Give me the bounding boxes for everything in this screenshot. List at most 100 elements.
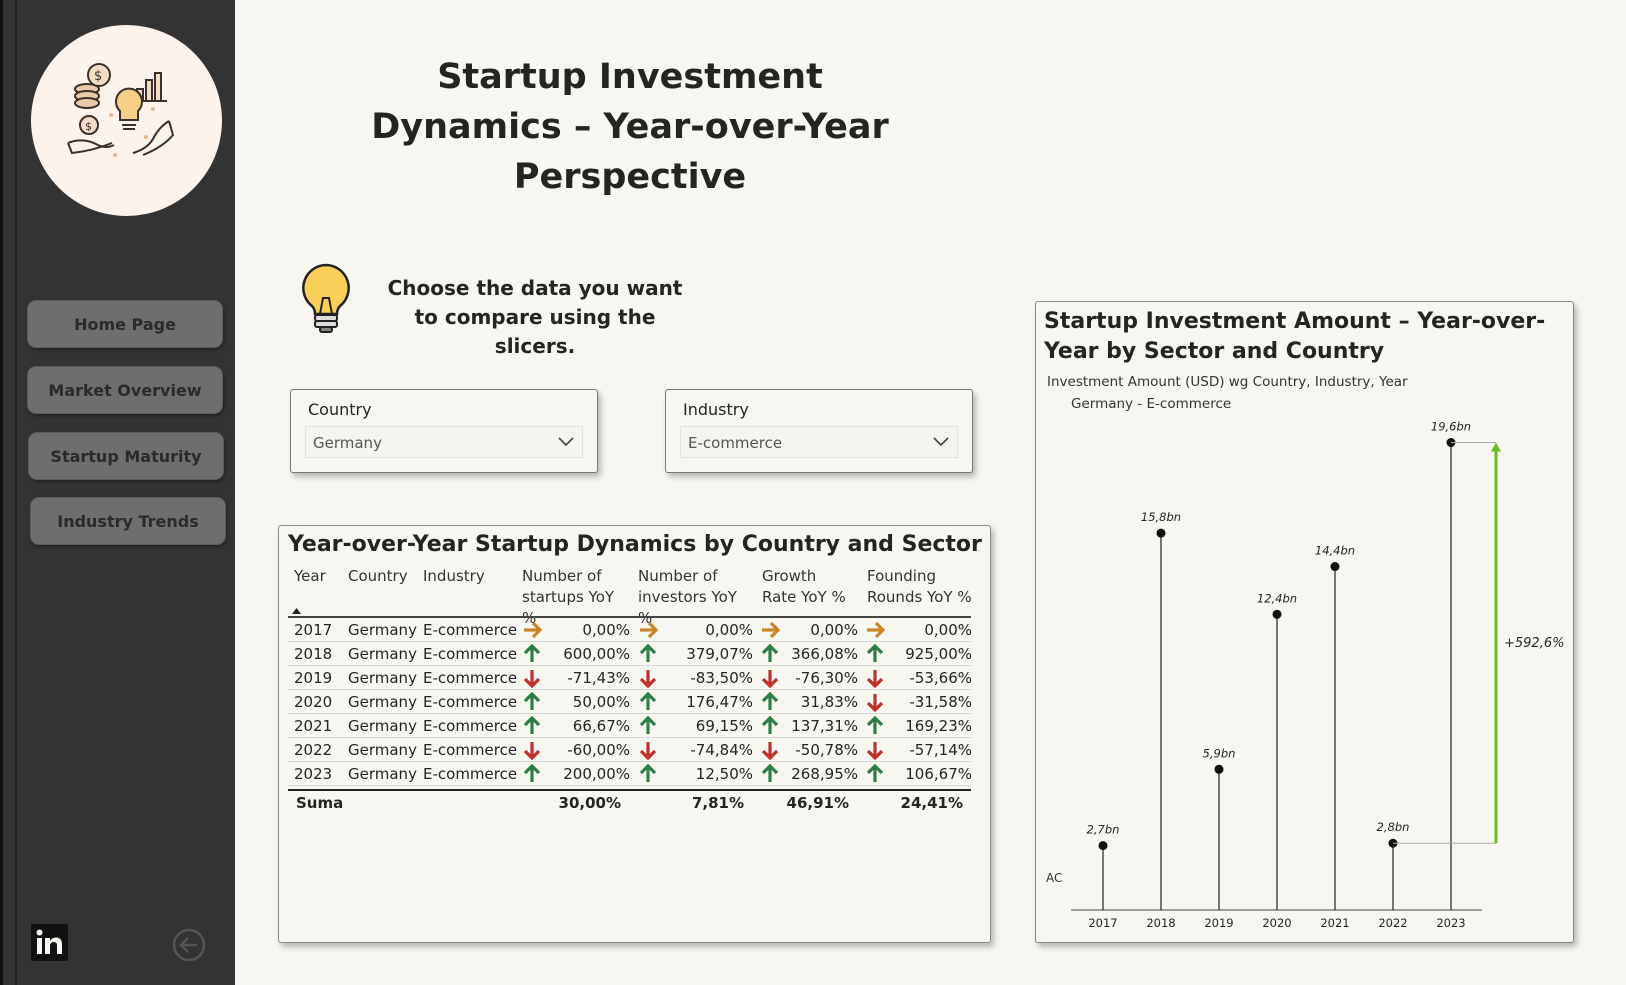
cell-year: 2020: [294, 693, 333, 711]
svg-text:$: $: [94, 69, 102, 84]
back-arrow-icon[interactable]: [171, 927, 207, 963]
col-header-country[interactable]: Country: [348, 567, 408, 585]
sort-ascending-icon[interactable]: [292, 608, 301, 614]
startups-up-arrow-icon: [523, 716, 541, 734]
data-label-2019: 5,9bn: [1203, 746, 1236, 760]
cell-startups-yoy: 50,00%: [572, 693, 630, 711]
col-header-rounds-yoy[interactable]: Founding Rounds YoY %: [867, 567, 972, 606]
country-dropdown-value: Germany: [313, 434, 382, 452]
cell-year: 2023: [294, 765, 333, 783]
table-row[interactable]: 2019 Germany E-commerce -71,43% -83,50% -76,3…: [288, 666, 972, 690]
investors-up-arrow-icon: [639, 764, 657, 782]
sidebar: $ $ Home Page Market Overview Startup Ma…: [0, 0, 235, 985]
growth-down-arrow-icon: [761, 670, 779, 688]
cell-growth-yoy: 31,83%: [800, 693, 858, 711]
cell-industry: E-commerce: [423, 669, 518, 687]
cell-country: Germany: [348, 765, 417, 783]
col-header-growth-yoy[interactable]: Growth Rate YoY %: [762, 567, 846, 606]
data-label-2021: 14,4bn: [1315, 544, 1355, 558]
cell-growth-yoy: 366,08%: [791, 645, 858, 663]
industry-slicer: Industry E-commerce: [665, 389, 973, 473]
col-header-industry[interactable]: Industry: [423, 567, 485, 585]
cell-country: Germany: [348, 669, 417, 687]
cell-investors-yoy: 176,47%: [686, 693, 753, 711]
data-label-2017: 2,7bn: [1087, 823, 1120, 837]
col-header-investors-yoy[interactable]: Number of investors YoY %: [638, 567, 737, 627]
linkedin-icon[interactable]: [31, 924, 68, 961]
cell-country: Germany: [348, 741, 417, 759]
cell-growth-yoy: -76,30%: [795, 669, 858, 687]
cell-growth-yoy: 268,95%: [791, 765, 858, 783]
cell-industry: E-commerce: [423, 717, 518, 735]
nav-home-page-button[interactable]: Home Page: [27, 300, 223, 348]
cell-startups-yoy: -71,43%: [567, 669, 630, 687]
startups-down-arrow-icon: [523, 742, 541, 760]
table-row[interactable]: 2021 Germany E-commerce 66,67% 69,15% 137,31%…: [288, 714, 972, 738]
cell-investors-yoy: 12,50%: [695, 765, 753, 783]
table-row[interactable]: 2017 Germany E-commerce 0,00% 0,00% 0,00% 0,00…: [288, 618, 972, 642]
nav-industry-trends-button[interactable]: Industry Trends: [30, 497, 226, 545]
cell-country: Germany: [348, 693, 417, 711]
table-row[interactable]: 2023 Germany E-commerce 200,00% 12,50% 268,95…: [288, 762, 972, 786]
cell-investors-yoy: -83,50%: [690, 669, 753, 687]
cell-growth-yoy: -50,78%: [795, 741, 858, 759]
cell-investors-yoy: -74,84%: [690, 741, 753, 759]
cell-investors-yoy: 379,07%: [686, 645, 753, 663]
data-label-2020: 12,4bn: [1257, 591, 1297, 605]
cell-country: Germany: [348, 717, 417, 735]
startups-up-arrow-icon: [523, 764, 541, 782]
country-dropdown[interactable]: Germany: [305, 426, 583, 458]
table-title: Year-over-Year Startup Dynamics by Count…: [288, 532, 982, 557]
rounds-up-arrow-icon: [866, 644, 884, 662]
total-growth: 46,91%: [786, 794, 849, 812]
cell-rounds-yoy: -53,66%: [909, 669, 972, 687]
cell-year: 2021: [294, 717, 333, 735]
svg-text:$: $: [85, 120, 92, 133]
rounds-down-arrow-icon: [866, 694, 884, 712]
tick-label-2020: 2020: [1262, 916, 1291, 930]
growth-up-arrow-icon: [761, 644, 779, 662]
growth-up-arrow-icon: [761, 716, 779, 734]
tick-label-2017: 2017: [1088, 916, 1117, 930]
nav-home-page-label: Home Page: [74, 314, 176, 334]
cell-rounds-yoy: 925,00%: [905, 645, 972, 663]
cell-year: 2017: [294, 621, 333, 639]
y-axis-label: AC: [1046, 871, 1062, 885]
cell-rounds-yoy: 106,67%: [905, 765, 972, 783]
table-row[interactable]: 2018 Germany E-commerce 600,00% 379,07% 366,0…: [288, 642, 972, 666]
nav-industry-trends-label: Industry Trends: [57, 511, 199, 531]
cell-country: Germany: [348, 645, 417, 663]
chevron-down-icon: [933, 437, 949, 447]
col-header-startups-yoy[interactable]: Number of startups YoY %: [522, 567, 615, 627]
investors-up-arrow-icon: [639, 716, 657, 734]
country-slicer: Country Germany: [290, 389, 598, 473]
cell-industry: E-commerce: [423, 765, 518, 783]
data-label-2023: 19,6bn: [1431, 420, 1471, 434]
cell-startups-yoy: 200,00%: [563, 765, 630, 783]
industry-dropdown[interactable]: E-commerce: [680, 426, 958, 458]
rounds-up-arrow-icon: [866, 764, 884, 782]
table-row[interactable]: 2022 Germany E-commerce -60,00% -74,84% -50,7…: [288, 738, 972, 762]
nav-market-overview-button[interactable]: Market Overview: [27, 366, 223, 414]
finance-logo: $ $: [31, 25, 222, 216]
cell-year: 2019: [294, 669, 333, 687]
lollipop-chart: AC 2,7bn 2017 15,8bn 2018 5,9bn 2019 12,4bn 2020…: [1046, 420, 1564, 930]
cell-growth-yoy: 137,31%: [791, 717, 858, 735]
table-row[interactable]: 2020 Germany E-commerce 50,00% 176,47% 31,83%…: [288, 690, 972, 714]
total-startups: 30,00%: [558, 794, 621, 812]
investors-down-arrow-icon: [639, 670, 657, 688]
slicer-hint-text: Choose the data you want to compare usin…: [387, 276, 683, 358]
col-header-year[interactable]: Year: [294, 567, 326, 585]
tick-label-2019: 2019: [1204, 916, 1233, 930]
tick-label-2022: 2022: [1378, 916, 1407, 930]
data-label-2018: 15,8bn: [1141, 510, 1181, 524]
point-2020: [1272, 609, 1282, 619]
investors-down-arrow-icon: [639, 742, 657, 760]
rounds-down-arrow-icon: [866, 670, 884, 688]
cell-industry: E-commerce: [423, 621, 518, 639]
cell-growth-yoy: 0,00%: [810, 621, 858, 639]
nav-market-overview-label: Market Overview: [48, 380, 202, 400]
nav-startup-maturity-button[interactable]: Startup Maturity: [28, 432, 224, 480]
cell-rounds-yoy: -31,58%: [909, 693, 972, 711]
tick-label-2021: 2021: [1320, 916, 1349, 930]
